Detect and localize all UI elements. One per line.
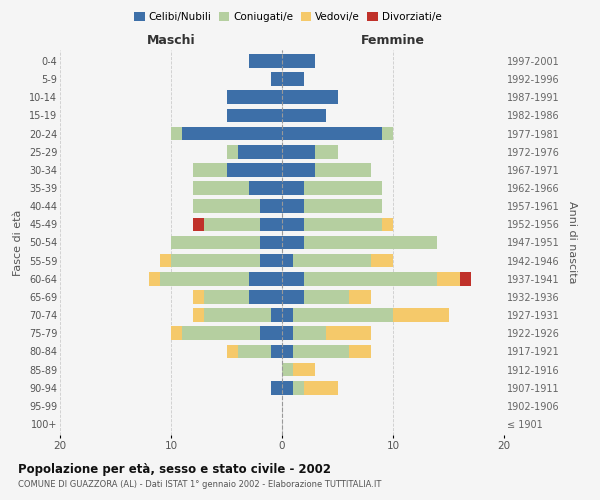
Text: COMUNE DI GUAZZORA (AL) - Dati ISTAT 1° gennaio 2002 - Elaborazione TUTTITALIA.I: COMUNE DI GUAZZORA (AL) - Dati ISTAT 1° … bbox=[18, 480, 382, 489]
Bar bbox=[349, 290, 371, 304]
Bar bbox=[282, 326, 293, 340]
Bar bbox=[193, 163, 227, 176]
Bar bbox=[260, 254, 282, 268]
Bar bbox=[282, 163, 316, 176]
Text: Femmine: Femmine bbox=[361, 34, 425, 48]
Bar bbox=[282, 90, 337, 104]
Bar bbox=[382, 126, 393, 140]
Bar bbox=[193, 200, 260, 213]
Bar bbox=[227, 163, 282, 176]
Bar bbox=[227, 108, 282, 122]
Bar bbox=[171, 236, 260, 250]
Bar bbox=[249, 290, 282, 304]
Bar bbox=[393, 308, 449, 322]
Bar bbox=[282, 145, 316, 158]
Bar bbox=[304, 272, 437, 285]
Bar bbox=[227, 145, 238, 158]
Bar bbox=[204, 218, 260, 231]
Bar bbox=[460, 272, 471, 285]
Bar bbox=[171, 326, 182, 340]
Legend: Celibi/Nubili, Coniugati/e, Vedovi/e, Divorziati/e: Celibi/Nubili, Coniugati/e, Vedovi/e, Di… bbox=[130, 8, 446, 26]
Bar bbox=[271, 72, 282, 86]
Bar bbox=[182, 126, 282, 140]
Bar bbox=[193, 308, 204, 322]
Bar bbox=[193, 290, 204, 304]
Bar bbox=[304, 290, 349, 304]
Bar bbox=[260, 200, 282, 213]
Bar bbox=[193, 181, 249, 195]
Bar bbox=[371, 254, 393, 268]
Bar bbox=[304, 236, 437, 250]
Bar bbox=[171, 254, 260, 268]
Bar bbox=[293, 326, 326, 340]
Bar bbox=[282, 236, 304, 250]
Bar bbox=[282, 308, 293, 322]
Bar bbox=[271, 344, 282, 358]
Bar bbox=[293, 344, 349, 358]
Bar bbox=[282, 108, 326, 122]
Bar bbox=[304, 181, 382, 195]
Bar bbox=[304, 200, 382, 213]
Text: Popolazione per età, sesso e stato civile - 2002: Popolazione per età, sesso e stato civil… bbox=[18, 462, 331, 475]
Bar bbox=[204, 290, 249, 304]
Bar bbox=[260, 326, 282, 340]
Bar bbox=[282, 290, 304, 304]
Bar bbox=[282, 72, 304, 86]
Bar bbox=[238, 344, 271, 358]
Bar bbox=[171, 126, 182, 140]
Bar bbox=[249, 272, 282, 285]
Bar bbox=[249, 54, 282, 68]
Bar bbox=[149, 272, 160, 285]
Bar bbox=[349, 344, 371, 358]
Bar bbox=[282, 254, 293, 268]
Bar bbox=[227, 90, 282, 104]
Bar bbox=[316, 145, 337, 158]
Y-axis label: Fasce di età: Fasce di età bbox=[13, 210, 23, 276]
Bar bbox=[182, 326, 260, 340]
Bar bbox=[193, 218, 204, 231]
Bar bbox=[282, 54, 316, 68]
Bar bbox=[260, 218, 282, 231]
Bar bbox=[249, 181, 282, 195]
Bar bbox=[282, 218, 304, 231]
Bar bbox=[282, 272, 304, 285]
Bar bbox=[227, 344, 238, 358]
Bar bbox=[293, 308, 393, 322]
Bar bbox=[160, 272, 249, 285]
Bar bbox=[282, 381, 293, 394]
Bar bbox=[282, 344, 293, 358]
Bar bbox=[204, 308, 271, 322]
Bar bbox=[282, 181, 304, 195]
Bar bbox=[271, 308, 282, 322]
Bar bbox=[304, 381, 337, 394]
Bar bbox=[160, 254, 171, 268]
Bar bbox=[293, 254, 371, 268]
Bar bbox=[282, 363, 293, 376]
Bar bbox=[260, 236, 282, 250]
Bar bbox=[282, 200, 304, 213]
Bar bbox=[304, 218, 382, 231]
Bar bbox=[238, 145, 282, 158]
Bar bbox=[282, 126, 382, 140]
Bar bbox=[271, 381, 282, 394]
Y-axis label: Anni di nascita: Anni di nascita bbox=[566, 201, 577, 284]
Bar bbox=[293, 363, 316, 376]
Bar bbox=[316, 163, 371, 176]
Bar bbox=[382, 218, 393, 231]
Bar bbox=[293, 381, 304, 394]
Bar bbox=[326, 326, 371, 340]
Bar bbox=[437, 272, 460, 285]
Text: Maschi: Maschi bbox=[146, 34, 196, 48]
